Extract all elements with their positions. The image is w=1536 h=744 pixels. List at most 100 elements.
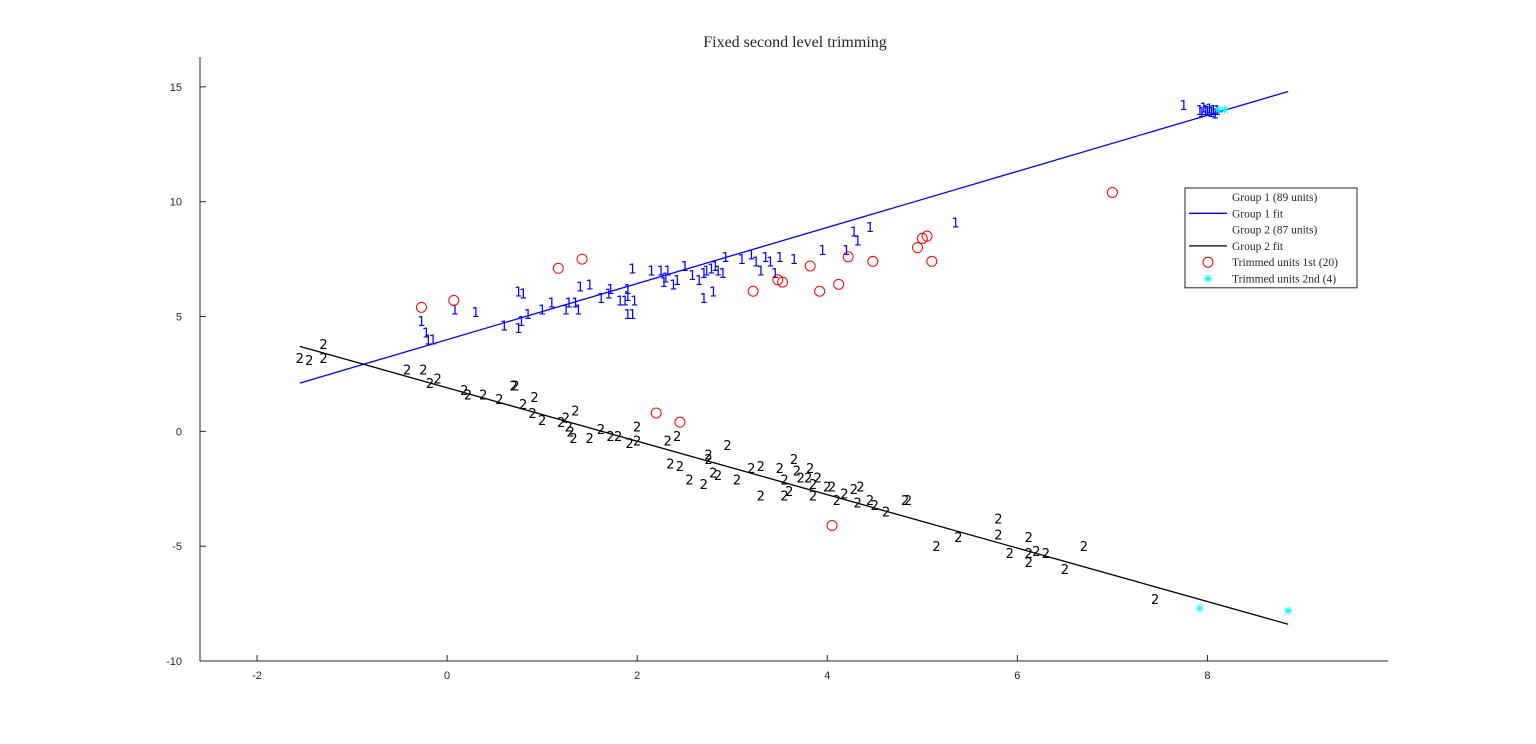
group-label-point: 2 [714, 469, 722, 484]
x-tick-label: 4 [824, 670, 830, 682]
trimmed-circle-point [867, 255, 879, 267]
group-label-point: 1 [1201, 104, 1209, 119]
group-label-point: 1 [429, 333, 437, 348]
trimmed-circle-point [674, 416, 686, 428]
group-label-point: 1 [660, 276, 668, 291]
group-label-point: 1 [628, 308, 636, 323]
group-label-point: 1 [519, 288, 527, 303]
group-label-point: 1 [695, 274, 703, 289]
group-label-point: 2 [804, 471, 812, 486]
trimmed-circle-point [576, 253, 588, 265]
trimmed-circle-point [415, 301, 427, 313]
trimmed-circle-point [552, 262, 564, 274]
group-label-point: 2 [319, 338, 327, 353]
group-label-point: 1 [681, 260, 689, 275]
group-label-point: 1 [761, 251, 769, 266]
trimmed-circle-point [747, 285, 759, 297]
group-label-point: 2 [1025, 547, 1033, 562]
star-stroke [1284, 607, 1292, 614]
fit-line [299, 345, 1289, 625]
group-label-point: 2 [901, 494, 909, 509]
group-label-point: 2 [1080, 540, 1088, 555]
group-label-point: 1 [628, 262, 636, 277]
group-label-point: 2 [633, 435, 641, 450]
group-label-point: 1 [951, 216, 959, 231]
group-label-point: 1 [747, 249, 755, 264]
group-label-point: 2 [806, 462, 814, 477]
group-label-point: 2 [586, 432, 594, 447]
legend-entry-label: Group 2 fit [1232, 241, 1284, 253]
group-label-point: 2 [495, 393, 503, 408]
group-label-point: 1 [669, 278, 677, 293]
group-label-point: 2 [625, 437, 633, 452]
group-label-point: 1 [548, 297, 556, 312]
group-label-point: 1 [776, 251, 784, 266]
axes: -2 0 2 4 6 8 -10 -5 0 5 10 15 [166, 57, 1388, 682]
group-label-point: 1 [663, 265, 671, 280]
group-label-point: 2 [790, 453, 798, 468]
trimmed-circle-point [926, 255, 938, 267]
group-label-point: 1 [586, 278, 594, 293]
group-label-point: 2 [954, 531, 962, 546]
group-label-point: 2 [426, 377, 434, 392]
y-tick-label: 10 [170, 197, 182, 209]
y-tick-label: -10 [166, 656, 182, 668]
group-label-point: 1 [854, 235, 862, 250]
group-label-point: 1 [624, 283, 632, 298]
y-tick-label: 0 [176, 426, 182, 438]
group-label-point: 1 [417, 315, 425, 330]
group-label-point: 2 [850, 483, 858, 498]
group-label-point: 2 [704, 448, 712, 463]
group-label-point: 2 [557, 416, 565, 431]
group-label-point: 2 [538, 414, 546, 429]
legend-star-swatch [1204, 274, 1212, 283]
group-label-point: 1 [662, 271, 670, 286]
group-label-point: 1 [1196, 104, 1204, 119]
group-label-point: 2 [733, 474, 741, 489]
group-label-point: 1 [576, 281, 584, 296]
group-label-point: 1 [514, 322, 522, 337]
group-label-point: 2 [747, 462, 755, 477]
group-label-point: 1 [850, 226, 858, 241]
legend-entry-label: Trimmed units 2nd (4) [1232, 274, 1336, 286]
x-tick-label: 0 [444, 670, 450, 682]
trimmed-circle-point [912, 242, 924, 254]
group-label-point: 1 [500, 320, 508, 335]
group-label-point: 2 [1006, 547, 1014, 562]
x-tick-label: 6 [1014, 670, 1020, 682]
group-label-point: 2 [833, 494, 841, 509]
group-label-point: 1 [657, 265, 665, 280]
group-label-point: 1 [647, 265, 655, 280]
group-label-point: 1 [700, 292, 708, 307]
group-label-point: 1 [711, 260, 719, 275]
trimmed-circle-point [1106, 186, 1118, 198]
group-label-point: 2 [823, 480, 831, 495]
trimmed-star-point [1284, 606, 1293, 615]
group-label-point: 2 [904, 494, 912, 509]
group-label-point: 1 [517, 315, 525, 330]
group-label-point: 2 [403, 363, 411, 378]
group-label-point: 2 [797, 471, 805, 486]
group-label-point: 2 [793, 464, 801, 479]
group-label-point: 2 [1025, 556, 1033, 571]
legend-entry-label: Group 1 fit [1232, 208, 1284, 220]
group-label-point: 2 [994, 513, 1002, 528]
group-label-point: 2 [871, 499, 879, 514]
trimmed-circle-point [814, 285, 826, 297]
group-label-point: 1 [571, 297, 579, 312]
group-label-point: 2 [828, 480, 836, 495]
trimmed-circle-point [921, 230, 933, 242]
group-label-point: 1 [621, 294, 629, 309]
group-label-point: 2 [565, 421, 573, 436]
legend-entry-label: Trimmed units 1st (20) [1232, 257, 1338, 269]
group-label-point: 1 [624, 308, 632, 323]
chart-title: Fixed second level trimming [703, 34, 887, 51]
legend-box [1184, 187, 1358, 289]
group-label-point: 2 [723, 439, 731, 454]
star-stroke [1196, 604, 1204, 612]
x-tick-label: 2 [634, 670, 640, 682]
group-label-point: 1 [702, 265, 710, 280]
group-label-point: 1 [757, 265, 765, 280]
group-label-point: 2 [479, 389, 487, 404]
group-label-point: 2 [994, 529, 1002, 544]
